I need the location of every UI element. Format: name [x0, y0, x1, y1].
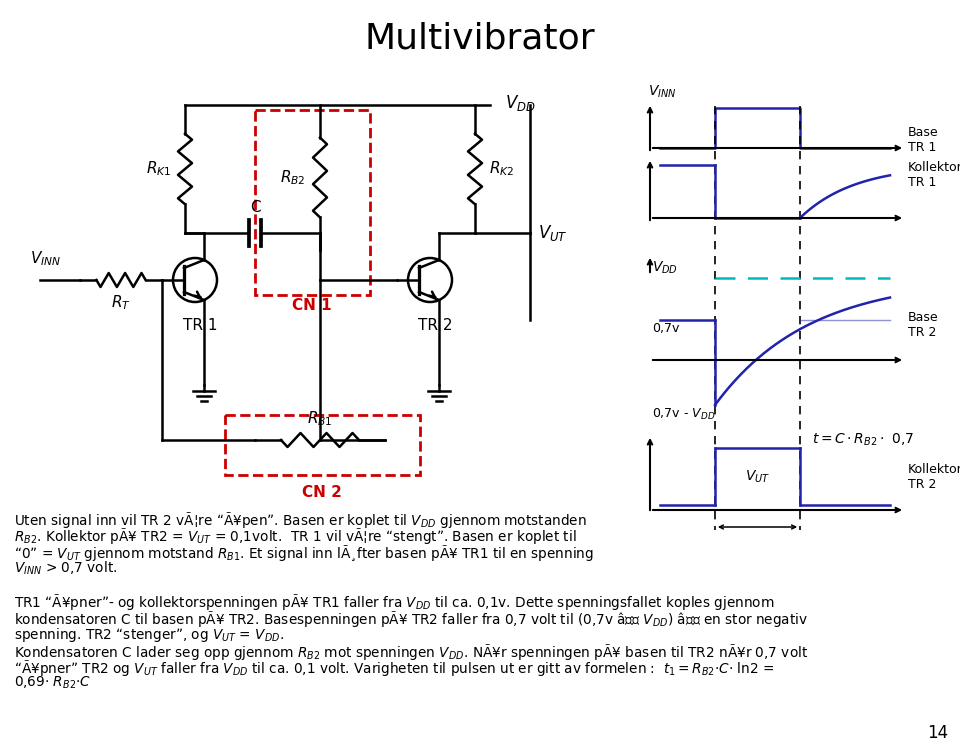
Text: $V_{INN}$ > 0,7 volt.: $V_{INN}$ > 0,7 volt.	[14, 559, 117, 577]
Text: Kollektor
TR 2: Kollektor TR 2	[908, 462, 960, 490]
Text: spenning. TR2 “stenger”, og $V_{UT}$ = $V_{DD}$.: spenning. TR2 “stenger”, og $V_{UT}$ = $…	[14, 626, 284, 644]
Text: $R_{K2}$: $R_{K2}$	[489, 160, 515, 178]
Text: $V_{INN}$: $V_{INN}$	[30, 249, 61, 268]
Text: C: C	[250, 200, 260, 215]
Text: $V_{UT}$: $V_{UT}$	[745, 468, 770, 485]
Text: $V_{DD}$: $V_{DD}$	[505, 93, 536, 113]
Text: TR1 “Ã¥pner”- og kollektorspenningen pÃ¥ TR1 faller fra $V_{DD}$ til ca. 0,1v. D: TR1 “Ã¥pner”- og kollektorspenningen pÃ¥…	[14, 593, 775, 612]
Text: “Ã¥pner” TR2 og $V_{UT}$ faller fra $V_{DD}$ til ca. 0,1 volt. Varigheten til pu: “Ã¥pner” TR2 og $V_{UT}$ faller fra $V_{…	[14, 659, 774, 678]
Text: 0,7v - $V_{DD}$: 0,7v - $V_{DD}$	[652, 407, 715, 422]
Text: CN 1: CN 1	[292, 297, 332, 312]
Text: 14: 14	[926, 724, 948, 742]
Text: Kollektor
TR 1: Kollektor TR 1	[908, 161, 960, 189]
Text: TR 1: TR 1	[182, 318, 217, 333]
Text: $R_{B2}$. Kollektor pÃ¥ TR2 = $V_{UT}$ = 0,1volt.  TR 1 vil vÃ¦re “stengt”. Base: $R_{B2}$. Kollektor pÃ¥ TR2 = $V_{UT}$ =…	[14, 526, 577, 547]
Text: 0,7v: 0,7v	[652, 322, 680, 335]
Text: kondensatoren C til basen pÃ¥ TR2. Basespenningen pÃ¥ TR2 faller fra 0,7 volt ti: kondensatoren C til basen pÃ¥ TR2. Bases…	[14, 609, 808, 629]
Text: 0,69${\cdot}$ $R_{B2}{\cdot}C$: 0,69${\cdot}$ $R_{B2}{\cdot}C$	[14, 675, 91, 691]
Text: $V_{INN}$: $V_{INN}$	[648, 84, 677, 100]
Text: $V_{UT}$: $V_{UT}$	[538, 223, 567, 243]
Text: Base
TR 2: Base TR 2	[908, 311, 939, 339]
Text: TR 2: TR 2	[418, 318, 452, 333]
Text: Uten signal inn vil TR 2 vÃ¦re “Ã¥pen”. Basen er koplet til $V_{DD}$ gjennom mot: Uten signal inn vil TR 2 vÃ¦re “Ã¥pen”. …	[14, 510, 587, 530]
Text: $R_T$: $R_T$	[111, 293, 131, 312]
Text: Multivibrator: Multivibrator	[365, 21, 595, 55]
Text: $R_{B2}$: $R_{B2}$	[280, 168, 306, 187]
Text: $V_{DD}$: $V_{DD}$	[652, 260, 678, 276]
Text: “0” = $V_{UT}$ gjennom motstand $R_{B1}$. Et signal inn lÃ¸fter basen pÃ¥ TR1 ti: “0” = $V_{UT}$ gjennom motstand $R_{B1}$…	[14, 543, 594, 563]
Text: $R_{K1}$: $R_{K1}$	[146, 160, 171, 178]
Text: Base
TR 1: Base TR 1	[908, 126, 939, 154]
Text: CN 2: CN 2	[302, 485, 342, 500]
Text: $R_{B1}$: $R_{B1}$	[307, 410, 333, 428]
Text: Kondensatoren C lader seg opp gjennom $R_{B2}$ mot spenningen $V_{DD}$. NÃ¥r spe: Kondensatoren C lader seg opp gjennom $R…	[14, 642, 808, 662]
Text: $t = C \cdot R_{B2}\cdot\ 0{,}7$: $t = C \cdot R_{B2}\cdot\ 0{,}7$	[812, 431, 914, 448]
